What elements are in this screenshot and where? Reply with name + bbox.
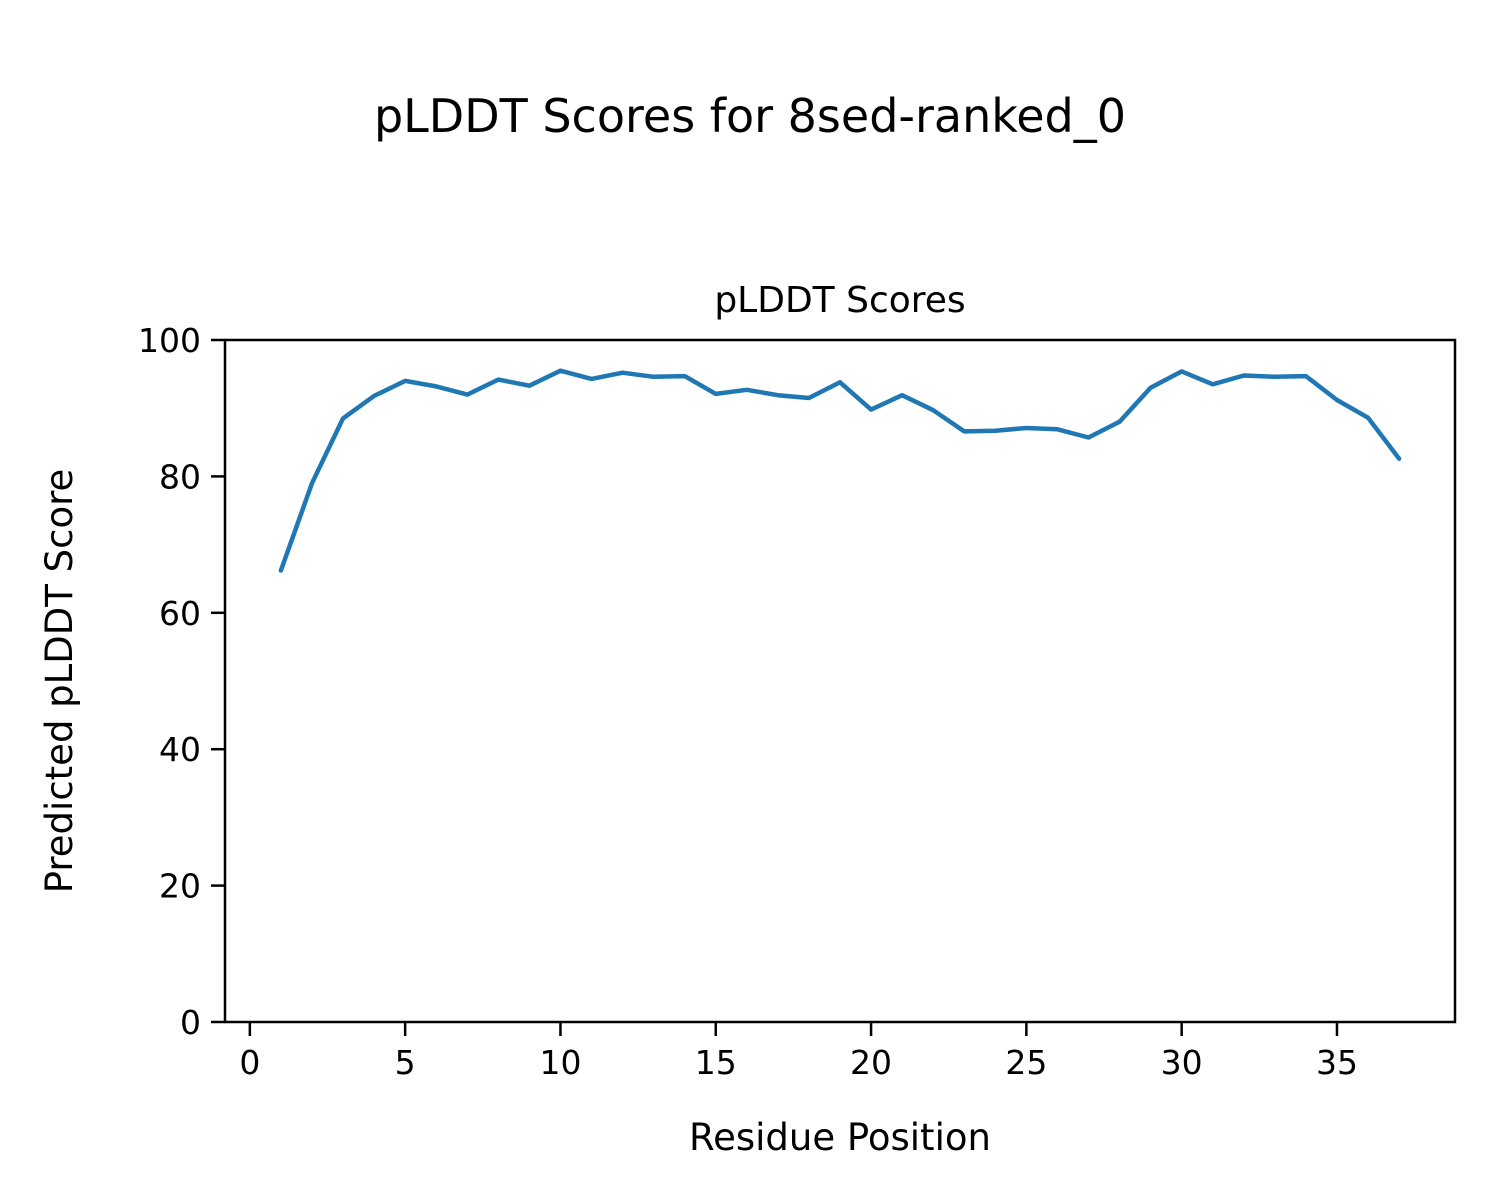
x-tick-label: 0 xyxy=(239,1043,260,1082)
x-tick-label: 25 xyxy=(1005,1043,1047,1082)
x-tick-label: 20 xyxy=(850,1043,892,1082)
axes-title: pLDDT Scores xyxy=(714,280,965,321)
ticks-layer: 0 5 10 15 20 25 30 35 0 20 40 60 80 100 xyxy=(138,321,1358,1082)
x-axis-label: Residue Position xyxy=(689,1116,991,1159)
y-axis-label: Predicted pLDDT Score xyxy=(38,469,81,894)
x-tick-label: 10 xyxy=(539,1043,581,1082)
x-tick-label: 30 xyxy=(1161,1043,1203,1082)
y-tick-label: 60 xyxy=(159,594,201,633)
data-line xyxy=(278,368,1402,573)
x-tick-label: 5 xyxy=(395,1043,416,1082)
x-tick-label: 15 xyxy=(695,1043,737,1082)
axes-box xyxy=(223,338,1457,1024)
y-tick-label: 20 xyxy=(159,867,201,906)
y-tick-label: 80 xyxy=(159,457,201,496)
x-tick-label: 35 xyxy=(1316,1043,1358,1082)
y-tick-label: 0 xyxy=(180,1003,201,1042)
figure-suptitle: pLDDT Scores for 8sed-ranked_0 xyxy=(374,89,1126,143)
y-tick-label: 40 xyxy=(159,730,201,769)
y-tick-label: 100 xyxy=(138,321,201,360)
